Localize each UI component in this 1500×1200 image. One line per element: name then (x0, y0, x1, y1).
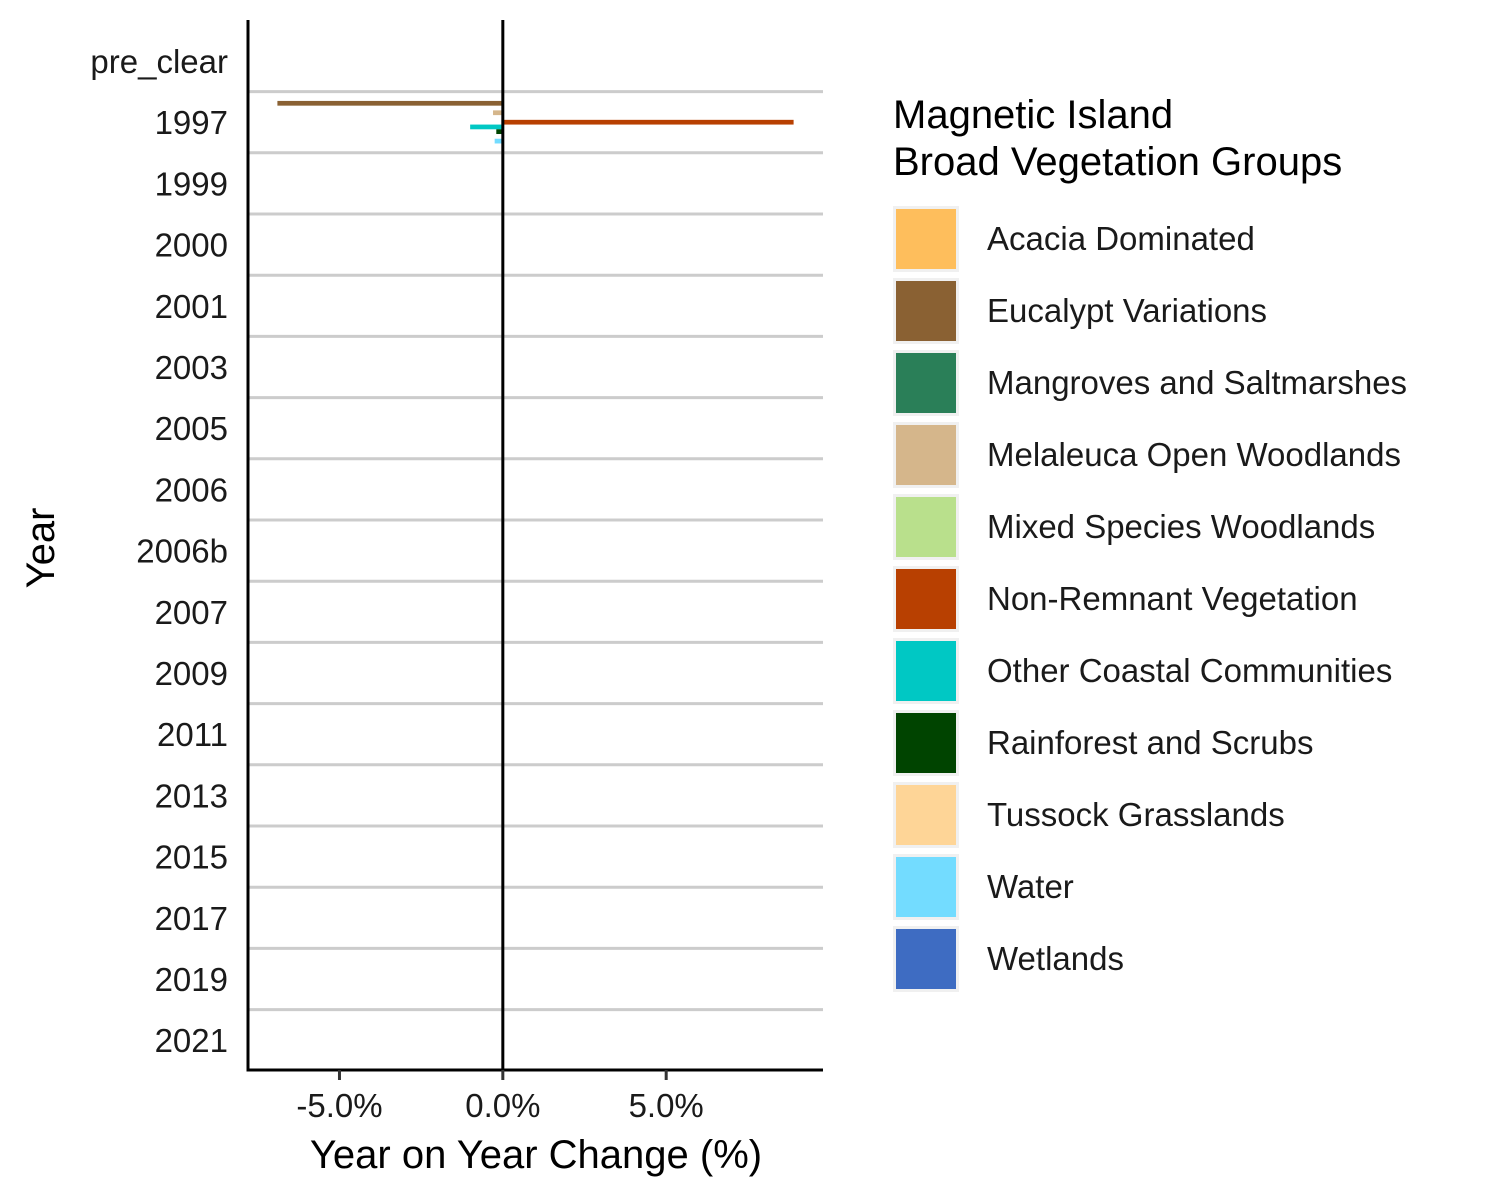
y-tick-label: 2015 (155, 839, 228, 876)
y-axis-ticks: pre_clear 1997 1999 2000 2001 2003 2005 2006 200… (90, 43, 228, 1059)
legend-swatch (893, 926, 959, 992)
bar-water-1997 (494, 138, 503, 144)
legend-label: Other Coastal Communities (987, 652, 1393, 689)
legend-label: Eucalypt Variations (987, 292, 1268, 329)
grid-lines (248, 90, 823, 1012)
x-tick-label: 0.0% (465, 1087, 540, 1124)
legend: Magnetic Island Broad Vegetation Groups … (893, 92, 1407, 995)
legend-item: Eucalypt Variations (893, 275, 1407, 347)
legend-swatch (893, 854, 959, 920)
x-tick-label: -5.0% (296, 1087, 382, 1124)
y-tick-label: 2001 (155, 288, 228, 325)
legend-title-line-2: Broad Vegetation Groups (893, 140, 1343, 184)
y-tick-label: 2006 (155, 471, 228, 508)
x-axis-ticks: -5.0% 0.0% 5.0% (296, 1070, 704, 1124)
legend-swatch (893, 638, 959, 704)
y-tick-label: 2000 (155, 227, 228, 264)
bar-melaleuca-open-woodlands-1997 (493, 110, 503, 116)
legend-label: Tussock Grasslands (987, 796, 1285, 833)
y-tick-label: 2011 (157, 716, 228, 753)
y-tick-label: 2006b (136, 533, 228, 570)
legend-swatch (893, 206, 959, 272)
legend-item: Melaleuca Open Woodlands (893, 419, 1407, 491)
y-tick-label: 2013 (155, 777, 228, 814)
legend-label: Acacia Dominated (987, 220, 1255, 257)
legend-items: Acacia Dominated Eucalypt Variations Mangr… (893, 203, 1407, 995)
legend-item: Water (893, 851, 1407, 923)
y-tick-label: 2019 (155, 961, 228, 998)
x-axis-title: Year on Year Change (%) (310, 1133, 762, 1177)
y-tick-label: 1999 (155, 165, 228, 202)
legend-item: Mixed Species Woodlands (893, 491, 1407, 563)
legend-label: Mixed Species Woodlands (987, 508, 1376, 545)
legend-swatch (893, 422, 959, 488)
bars (277, 100, 794, 144)
legend-label: Wetlands (987, 940, 1124, 977)
y-tick-label: 2017 (155, 900, 228, 937)
y-axis-title: Year (19, 508, 63, 589)
legend-item: Mangroves and Saltmarshes (893, 347, 1407, 419)
legend-item: Wetlands (893, 923, 1407, 995)
legend-item: Tussock Grasslands (893, 779, 1407, 851)
legend-item: Rainforest and Scrubs (893, 707, 1407, 779)
y-tick-label: 2021 (155, 1022, 228, 1059)
legend-label: Melaleuca Open Woodlands (987, 436, 1401, 473)
y-tick-label: 2009 (155, 655, 228, 692)
bar-non-remnant-vegetation-1997 (502, 119, 794, 125)
y-tick-label: 2003 (155, 349, 228, 386)
bar-eucalypt-variations-1997 (277, 100, 503, 106)
legend-item: Non-Remnant Vegetation (893, 563, 1407, 635)
legend-label: Rainforest and Scrubs (987, 724, 1314, 761)
legend-item: Other Coastal Communities (893, 635, 1407, 707)
legend-swatch (893, 710, 959, 776)
x-tick-label: 5.0% (629, 1087, 704, 1124)
y-tick-label: 2007 (155, 594, 228, 631)
legend-swatch (893, 566, 959, 632)
legend-label: Water (987, 868, 1074, 905)
y-tick-label: 2005 (155, 410, 228, 447)
y-tick-label: 1997 (155, 104, 228, 141)
legend-label: Mangroves and Saltmarshes (987, 364, 1408, 401)
legend-swatch (893, 494, 959, 560)
legend-swatch (893, 278, 959, 344)
legend-title-line-1: Magnetic Island (893, 93, 1174, 137)
legend-swatch (893, 782, 959, 848)
bar-rainforest-and-scrubs-1997 (496, 129, 503, 135)
legend-item: Acacia Dominated (893, 203, 1407, 275)
bar-other-coastal-communities-1997 (470, 124, 503, 130)
y-tick-label: pre_clear (90, 43, 228, 80)
legend-swatch (893, 350, 959, 416)
legend-title: Magnetic Island Broad Vegetation Groups (893, 92, 1407, 186)
legend-label: Non-Remnant Vegetation (987, 580, 1358, 617)
